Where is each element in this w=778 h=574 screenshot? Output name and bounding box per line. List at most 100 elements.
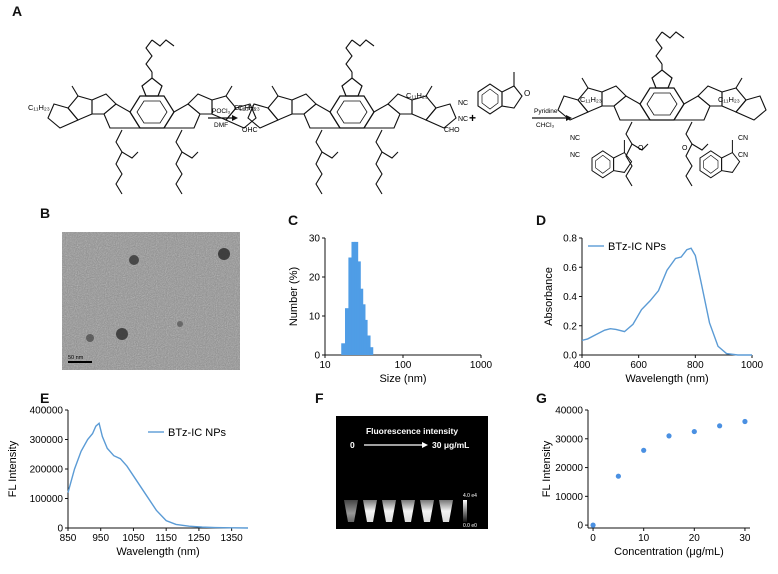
y-tick-label: 40000 [555, 406, 583, 417]
y-tick-label: 300000 [30, 435, 64, 446]
panel-letter-d: D [536, 212, 547, 228]
nanoparticle [177, 321, 183, 327]
absorbance-chart: 400 600 800 1000 0.0 0.2 0.4 0.6 0.8 Wavelength (… [543, 234, 764, 386]
vial [401, 500, 415, 522]
c11-label: C₁₁H₂₃ [28, 103, 50, 112]
reagent-label: CHCl₃ [536, 122, 555, 129]
x-tick-label: 1000 [470, 360, 493, 371]
nitrile-label: NC [570, 135, 580, 142]
data-point [641, 447, 647, 453]
x-tick-label: 10 [319, 360, 331, 371]
fluorescence-spectrum-chart: 850 950 1050 1150 1250 1350 0 100000 200000 30000… [8, 406, 249, 558]
tem-image: 50 nm [62, 232, 240, 370]
fluorescence-image: Fluorescence intensity 0 30 μg/mL 4.0 e4… [336, 416, 488, 529]
panel-letter-f: F [315, 390, 324, 406]
nanoparticle [129, 255, 139, 265]
fluorescence-curve [67, 421, 249, 529]
y-tick-label: 10000 [555, 492, 583, 503]
data-point [590, 522, 596, 528]
y-tick-label: 20 [309, 273, 321, 284]
x-tick-label: 1050 [122, 533, 145, 544]
histogram-bar [361, 304, 366, 355]
panel-letter-c: C [288, 212, 299, 228]
plus-sign: + [469, 111, 476, 125]
vial [344, 500, 358, 522]
nitrile-label: NC [458, 116, 468, 123]
range-end-label: 30 μg/mL [432, 440, 469, 450]
legend-label: BTz-IC NPs [168, 427, 227, 439]
nitrile-label: CN [738, 135, 748, 142]
data-point [615, 473, 621, 479]
y-tick-label: 400000 [30, 406, 64, 417]
y-axis-label: Number (%) [288, 267, 300, 326]
y-tick-label: 30 [309, 234, 321, 245]
data-point [666, 433, 672, 439]
x-tick-label: 1150 [155, 533, 177, 544]
nanoparticle [116, 328, 128, 340]
y-tick-label: 0 [314, 351, 320, 362]
histogram-bar [356, 261, 361, 355]
vial [420, 500, 434, 522]
y-tick-label: 200000 [30, 465, 64, 476]
y-tick-label: 0.8 [563, 234, 577, 245]
x-tick-label: 1350 [221, 533, 244, 544]
histogram-bar [348, 257, 353, 355]
y-tick-label: 30000 [555, 434, 583, 445]
panel-letter-a: A [12, 3, 23, 19]
fluorescence-title: Fluorescence intensity [366, 426, 458, 436]
colorbar-min-label: 0.0 e0 [463, 523, 477, 529]
data-point [717, 423, 723, 429]
y-tick-label: 0.0 [563, 351, 577, 362]
ketone-label: O [682, 145, 688, 152]
nitrile-label: CN [738, 152, 748, 159]
x-axis-label: Wavelength (nm) [625, 373, 708, 385]
panel-letter-g: G [536, 390, 547, 406]
y-axis-label: FL Intensity [541, 440, 553, 497]
y-axis-label: Absorbance [543, 267, 555, 326]
y-tick-label: 100000 [30, 494, 64, 505]
x-tick-label: 950 [92, 533, 109, 544]
x-tick-label: 10 [638, 533, 650, 544]
histogram-bar [354, 241, 359, 355]
aldehyde-label: OHC [242, 127, 258, 134]
y-tick-label: 0 [57, 524, 63, 535]
data-point [691, 428, 697, 435]
aldehyde-label: CHO [444, 127, 460, 134]
intensity-colorbar [463, 500, 467, 522]
x-tick-label: 400 [574, 360, 591, 371]
x-tick-label: 20 [689, 533, 701, 544]
x-tick-label: 800 [687, 360, 704, 371]
histogram-bar [351, 241, 356, 355]
synthesis-scheme: C₁₁H₂₃ C₁₁H₂₃ POCl₃ DMF C₁₁H₂₃ C₁₁H₂₃ OH… [28, 31, 767, 195]
c11-label: C₁₁H₂₃ [580, 95, 602, 104]
vial [439, 500, 453, 522]
nitrile-label: NC [458, 100, 468, 107]
scale-bar-label: 50 nm [68, 355, 84, 361]
c11-label: C₁₁H₂₃ [238, 103, 260, 112]
vial [382, 500, 396, 522]
ketone-label: O [524, 89, 530, 98]
histogram-bar [363, 319, 368, 355]
x-tick-label: 100 [395, 360, 412, 371]
histogram-bar [366, 335, 371, 355]
y-tick-label: 20000 [555, 463, 583, 474]
reagent-label: DMF [214, 122, 228, 129]
reagent-label: Pyridine [534, 108, 558, 115]
histogram-bar [369, 347, 374, 355]
absorbance-curve [581, 247, 752, 356]
y-tick-label: 0.2 [563, 321, 577, 332]
x-tick-label: 1250 [188, 533, 211, 544]
x-tick-label: 30 [739, 533, 751, 544]
c11-label: C₁₁H₂₃ [406, 91, 428, 100]
x-tick-label: 600 [630, 360, 647, 371]
panel-letter-e: E [40, 390, 50, 406]
x-axis-label: Wavelength (nm) [116, 546, 199, 558]
histogram-bar [359, 288, 364, 355]
histogram-bar [345, 308, 349, 355]
y-tick-label: 0.4 [563, 292, 577, 303]
y-tick-label: 10 [309, 312, 321, 323]
histogram-bar [341, 343, 346, 355]
x-tick-label: 1000 [741, 360, 764, 371]
x-tick-label: 850 [60, 533, 77, 544]
